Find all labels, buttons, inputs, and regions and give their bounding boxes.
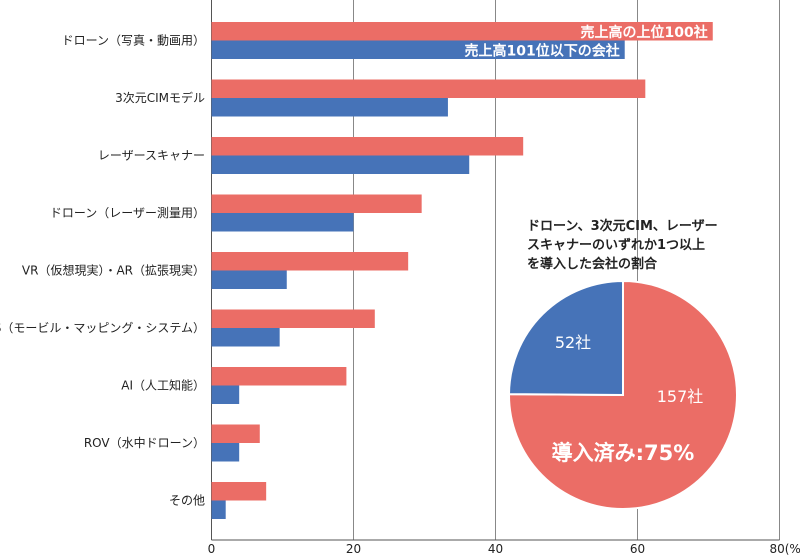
bar-top100: [211, 137, 524, 156]
pie-title: ドローン、3次元CIM、レーザー: [527, 218, 718, 234]
category-label: レーザースキャナー: [98, 149, 205, 163]
legend-label: 売上高101位以下の会社: [464, 43, 619, 60]
bar-top100: [211, 252, 409, 271]
legend-label: 売上高の上位100社: [581, 24, 708, 41]
category-label: 3次元CIMモデル: [115, 90, 205, 105]
pie-title: スキャナーのいずれか1つ以上: [527, 237, 705, 253]
pie-title: を導入した会社の割合: [527, 256, 658, 272]
bar-top100: [211, 424, 260, 443]
bar-others: [211, 385, 240, 404]
x-tick-label: 40: [488, 542, 503, 555]
x-tick-label: 60: [630, 542, 645, 555]
bar-others: [211, 40, 625, 59]
category-label: その他: [169, 494, 205, 508]
bar-others: [211, 270, 287, 289]
pie-slice-label: 52社: [555, 333, 591, 352]
bar-top100: [211, 194, 422, 213]
bar-top100: [211, 309, 375, 328]
category-label: VR（仮想現実）・AR（拡張現実）: [22, 263, 205, 278]
pie-slice-label: 157社: [657, 387, 704, 406]
bar-top100: [211, 482, 267, 501]
bar-others: [211, 328, 280, 347]
category-label: ドローン（レーザー測量用）: [50, 206, 205, 220]
category-label: ROV（水中ドローン）: [84, 435, 205, 450]
pie-annotation: 導入済み:75%: [552, 441, 695, 465]
category-label: ドローン（写真・動画用）: [62, 34, 205, 48]
x-tick-label: 80(%): [769, 542, 800, 555]
bar-top100: [211, 22, 713, 41]
category-label: MMS（モービル・マッピング・システム）: [0, 321, 205, 335]
bar-others: [211, 443, 240, 462]
bar-others: [211, 155, 470, 174]
x-tick-label: 20: [346, 542, 361, 555]
pie-slice: [508, 279, 738, 510]
bar-others: [211, 500, 226, 519]
bar-top100: [211, 367, 347, 386]
category-label: AI（人工知能）: [121, 379, 205, 393]
bar-others: [211, 98, 448, 117]
bar-others: [211, 213, 354, 232]
bar-top100: [211, 79, 646, 98]
x-tick-label: 0: [208, 542, 216, 555]
pie-slice: [507, 279, 624, 397]
